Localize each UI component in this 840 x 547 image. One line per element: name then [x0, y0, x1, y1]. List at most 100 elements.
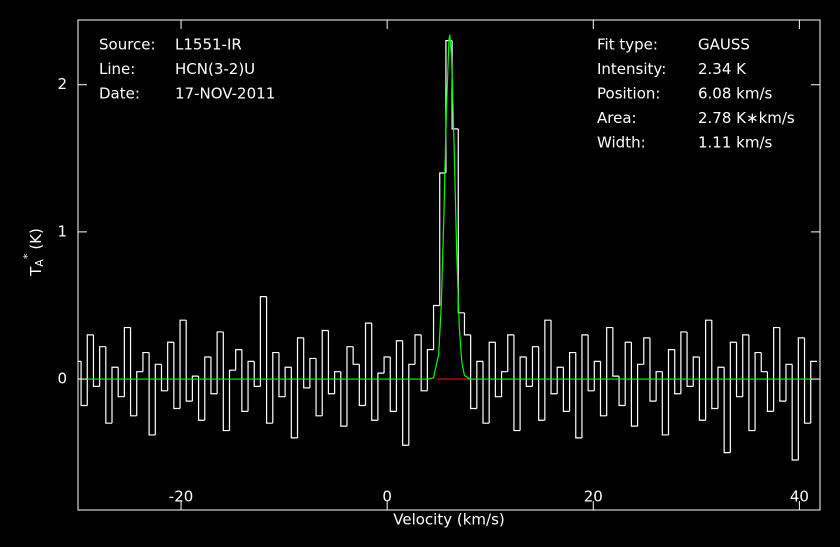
spectrum-channel	[92, 334, 100, 387]
info-value: HCN(3-2)U	[175, 60, 255, 78]
x-tick-label: 0	[382, 488, 392, 506]
spectrum-channel	[402, 340, 409, 446]
spectrum-channel	[296, 337, 304, 438]
spectrum-channel	[680, 331, 688, 394]
spectrum-channel	[272, 351, 279, 424]
x-tick-label: 40	[790, 488, 809, 506]
y-label-sup: *	[21, 253, 34, 259]
spectrum-channel	[742, 334, 749, 397]
spectrum-channel	[538, 346, 545, 421]
info-value: 2.34 K	[698, 60, 747, 78]
info-value: L1551-IR	[175, 36, 242, 54]
spectrum-channel	[599, 361, 607, 417]
info-label: Source:	[99, 36, 156, 54]
spectrum-channel	[655, 371, 663, 402]
y-label-main: T	[27, 266, 45, 277]
spectrum-channel	[346, 346, 354, 427]
spectrum-channel	[185, 320, 193, 402]
spectrum-channel	[148, 352, 156, 436]
y-tick-label: 0	[57, 370, 67, 388]
spectrum-channel	[123, 326, 131, 397]
spectrum-channel	[309, 357, 317, 388]
spectrum-channel	[667, 349, 675, 435]
spectrum-channel	[80, 361, 88, 407]
spectrum-channel	[191, 375, 199, 402]
spectrum-channel	[748, 334, 756, 432]
spectrum-channel	[568, 351, 576, 412]
x-tick-label: -20	[169, 488, 194, 506]
spectrum-channel	[284, 366, 292, 397]
y-label-sub: A	[33, 259, 46, 267]
spectrum-channel	[457, 128, 465, 314]
spectrum-channel	[414, 334, 422, 365]
spectrum-channel	[142, 351, 150, 372]
spectrum-channel	[686, 331, 694, 387]
spectrum-channel	[395, 340, 403, 412]
info-label: Intensity:	[597, 60, 666, 78]
spectrum-channel	[618, 376, 626, 407]
spectrum-channel	[253, 361, 261, 387]
spectrum-channel	[698, 356, 706, 421]
spectrum-channel	[803, 337, 811, 424]
spectrum-channel	[661, 371, 669, 436]
spectrum-channel	[117, 367, 125, 398]
gaussian-fit	[78, 34, 820, 380]
spectrum-channel	[587, 334, 595, 392]
spectrum-channel	[389, 356, 397, 413]
spectrum-channel	[711, 320, 718, 410]
x-axis-label: Velocity (km/s)	[393, 511, 504, 529]
spectrum-channel	[334, 371, 341, 394]
spectrum-channel	[476, 360, 484, 409]
spectrum-channel	[129, 327, 137, 417]
spectrum-channel	[643, 337, 650, 365]
spectrum-channel	[797, 337, 805, 460]
spectrum-channel	[723, 367, 731, 454]
spectrum-channel	[785, 363, 793, 402]
spectrum-channel	[760, 352, 768, 373]
spectrum-channel	[544, 319, 552, 421]
spectrum-channel	[105, 346, 113, 424]
spectrum-channel	[439, 172, 446, 306]
spectrum-channel	[315, 358, 323, 417]
spectrum-channel	[463, 312, 471, 336]
spectrum-channel	[352, 346, 360, 365]
spectrum-channel	[593, 360, 601, 391]
y-label-unit: (K)	[27, 228, 45, 250]
y-tick-label: 1	[57, 222, 67, 240]
info-value: 2.78 K∗km/s	[698, 109, 795, 127]
spectrum-channel	[766, 371, 774, 413]
info-value: 17-NOV-2011	[175, 85, 275, 103]
spectrum-channel	[674, 349, 681, 395]
spectrum-channel	[562, 367, 570, 413]
spectrum-channel	[482, 361, 490, 424]
spectrum-channel	[99, 346, 106, 387]
spectrum-channel	[259, 296, 267, 387]
spectrum-channel	[235, 349, 242, 371]
spectrum-channel	[488, 341, 496, 424]
spectrum-channel	[222, 331, 230, 432]
spectrum-channel	[624, 341, 632, 406]
spectrum-channel	[500, 371, 508, 397]
y-axis-label: TA* (K)	[21, 228, 46, 277]
spectrum-channel	[612, 327, 620, 377]
spectrum-channel	[364, 322, 372, 406]
spectrum-channel	[290, 367, 298, 439]
spectrum-channel	[228, 369, 236, 431]
spectrum-channel	[327, 330, 335, 395]
spectrum-channel	[204, 356, 211, 421]
spectrum-channel	[420, 334, 428, 392]
spectrum-channel	[210, 356, 218, 395]
spectrum-channel	[779, 327, 786, 402]
info-label: Width:	[597, 134, 646, 152]
spectrum-channel	[556, 366, 564, 394]
info-label: Date:	[99, 85, 140, 103]
spectrum-channel	[432, 304, 440, 350]
spectrum-channel	[717, 366, 725, 409]
spectrum-channel	[754, 351, 762, 431]
spectrum-channel	[303, 337, 310, 389]
spectrum-channel	[494, 342, 502, 398]
spectrum-channel	[630, 342, 638, 427]
spectrum-channel	[197, 376, 205, 421]
spectrum-channel	[606, 326, 613, 416]
